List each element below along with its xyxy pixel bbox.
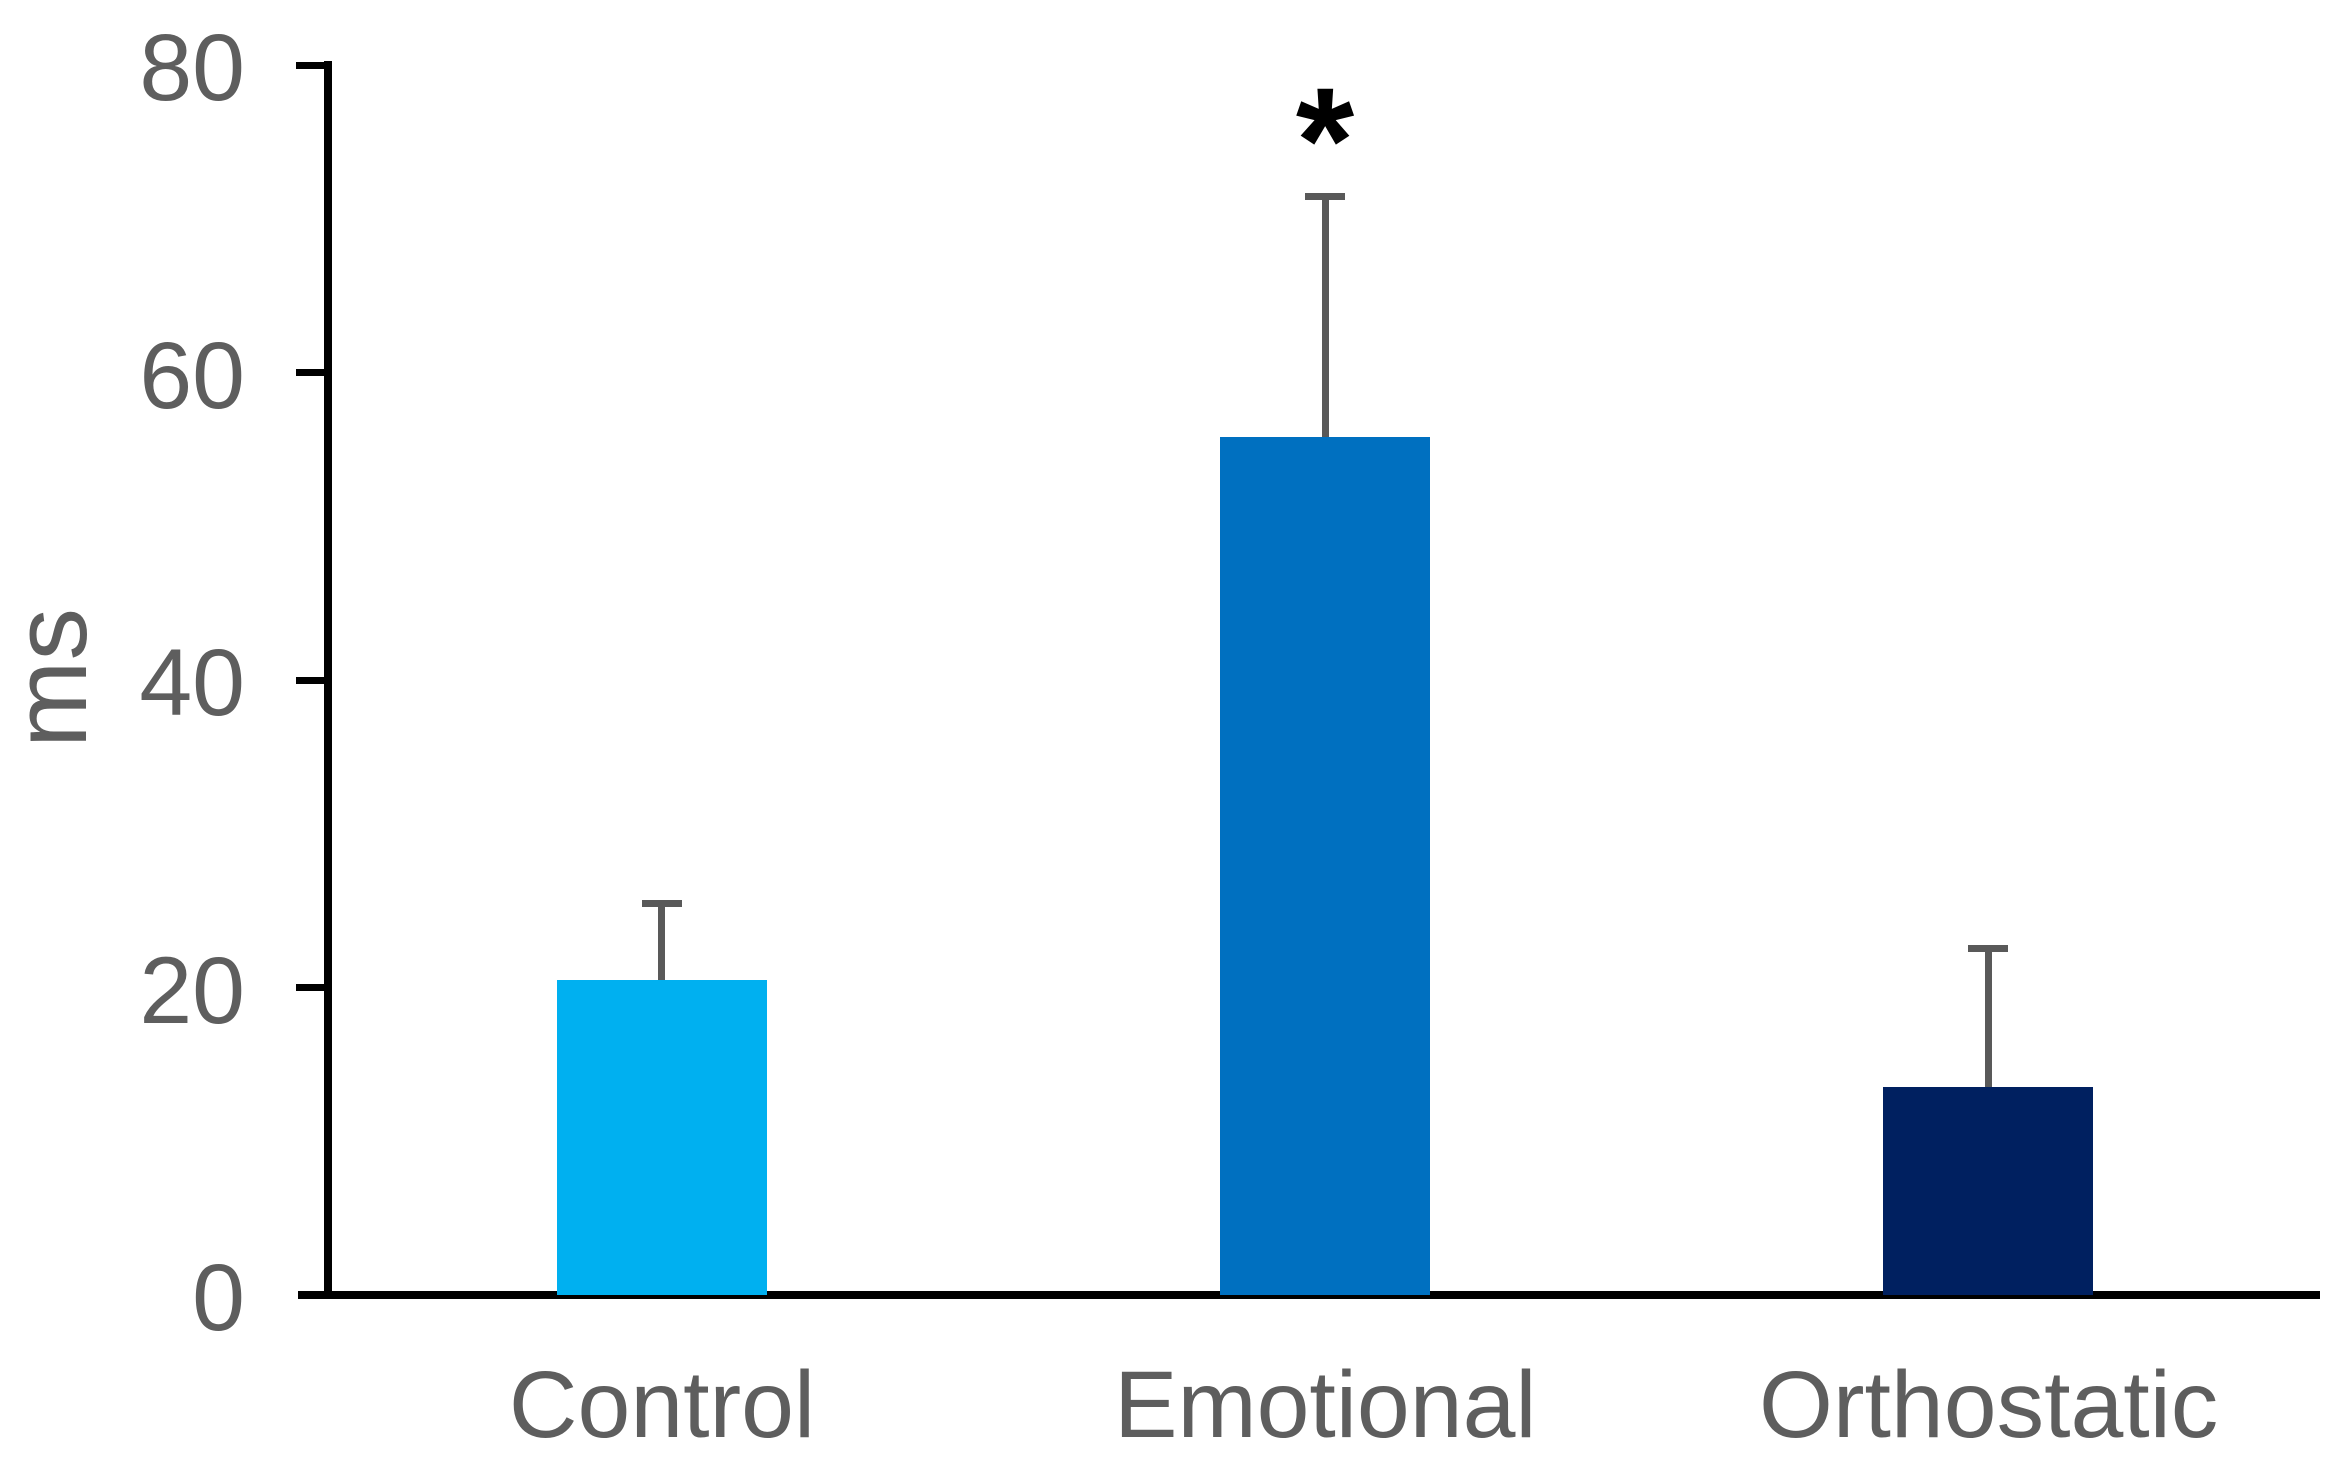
y-tick-label-60: 60: [139, 322, 245, 429]
x-category-label-emotional: Emotional: [1114, 1352, 1537, 1458]
y-tick-label-80: 80: [139, 15, 245, 121]
x-category-label-orthostatic: Orthostatic: [1758, 1352, 2219, 1458]
error-bar-stem-control: [658, 902, 666, 980]
x-axis-line: [298, 1291, 2320, 1299]
error-bar-cap-emotional: [1305, 192, 1345, 200]
error-bar-cap-orthostatic: [1968, 944, 2009, 952]
bar-orthostatic: [1883, 1087, 2094, 1295]
significance-asterisk-emotional: *: [1295, 56, 1355, 224]
bar-control: [556, 979, 767, 1295]
x-category-label-control: Control: [508, 1352, 816, 1458]
y-tick-label-40: 40: [139, 630, 245, 736]
y-tick-40: [296, 676, 332, 684]
y-tick-80: [296, 61, 332, 69]
y-tick-label-0: 0: [192, 1245, 245, 1351]
bar-emotional: [1220, 437, 1430, 1295]
y-tick-20: [296, 984, 332, 991]
y-tick-label-20: 20: [139, 937, 245, 1044]
error-bar-stem-emotional: [1321, 195, 1329, 438]
error-bar-stem-orthostatic: [1984, 947, 1992, 1088]
error-bar-cap-control: [641, 899, 682, 907]
y-tick-60: [296, 369, 332, 376]
